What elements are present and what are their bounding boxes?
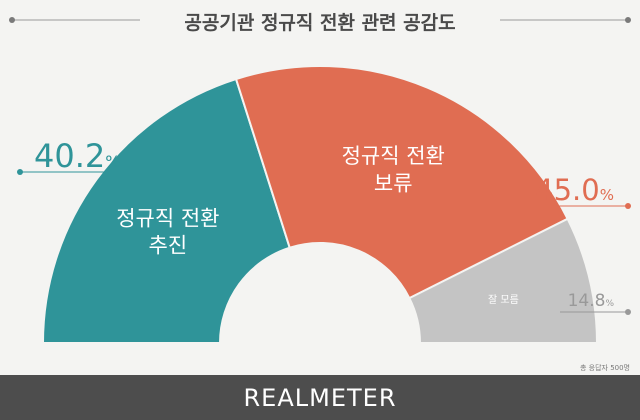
footer-bar: REALMETER — [0, 375, 640, 420]
value-label-hold: 45.0% — [535, 173, 614, 207]
leader-dot — [17, 169, 23, 175]
slice-unsure — [408, 217, 599, 344]
value-label-push: 40.2% — [34, 137, 120, 175]
category-label-unsure: 잘 모름 — [488, 294, 519, 306]
title-dot-right — [625, 17, 631, 23]
respondent-note: 총 응답자 500명 — [579, 364, 630, 372]
brand-logo: REALMETER — [243, 383, 397, 412]
slice-hold — [234, 65, 569, 300]
category-label-push: 정규직 전환 추진 — [116, 206, 219, 257]
value-label-unsure: 14.8% — [568, 291, 615, 311]
leader-dot — [625, 309, 631, 315]
slice-push — [41, 77, 291, 344]
chart-title: 공공기관 정규직 전환 관련 공감도 — [184, 12, 456, 34]
category-label-hold: 정규직 전환 보류 — [342, 144, 445, 195]
leader-dot — [625, 203, 631, 209]
title-dot-left — [9, 17, 15, 23]
